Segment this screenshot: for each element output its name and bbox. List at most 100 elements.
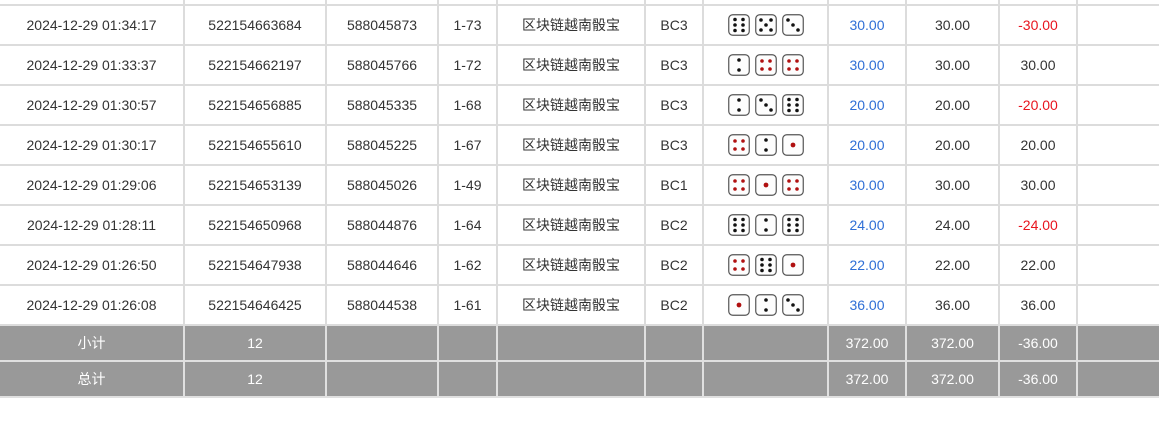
table-row: 2024-12-29 01:29:06 522154653139 588045026… <box>0 164 1159 206</box>
valid-amount: 20.00 <box>905 84 1000 126</box>
table-name: BC3 <box>644 4 704 46</box>
die-4-icon <box>727 134 750 156</box>
issue-number: 1-72 <box>437 44 498 86</box>
die-6-icon <box>727 214 750 236</box>
issue-number: 1-73 <box>437 4 498 46</box>
order-number: 522154655610 <box>183 124 327 166</box>
dice-result <box>702 164 829 206</box>
win-loss: 22.00 <box>998 244 1078 286</box>
table-name: BC2 <box>644 284 704 326</box>
table-name: BC3 <box>644 84 704 126</box>
subtotal-count: 12 <box>183 324 327 362</box>
bet-amount: 30.00 <box>827 4 907 46</box>
bet-id: 588045225 <box>325 124 439 166</box>
dice-result <box>702 44 829 86</box>
die-4-icon <box>754 54 777 76</box>
issue-number: 1-67 <box>437 124 498 166</box>
die-3-icon <box>754 94 777 116</box>
valid-amount: 30.00 <box>905 164 1000 206</box>
total-valid: 372.00 <box>905 360 1000 398</box>
die-6-icon <box>727 14 750 36</box>
die-1-icon <box>781 254 804 276</box>
game-name: 区块链越南骰宝 <box>496 84 646 126</box>
win-loss: -20.00 <box>998 84 1078 126</box>
die-4-icon <box>727 174 750 196</box>
bet-id: 588044876 <box>325 204 439 246</box>
bet-time: 2024-12-29 01:28:11 <box>0 204 185 246</box>
bet-time: 2024-12-29 01:29:06 <box>0 164 185 206</box>
table-name: BC3 <box>644 124 704 166</box>
bet-amount: 30.00 <box>827 164 907 206</box>
bet-amount: 24.00 <box>827 204 907 246</box>
game-name: 区块链越南骰宝 <box>496 204 646 246</box>
die-2-icon <box>754 294 777 316</box>
bet-time: 2024-12-29 01:26:50 <box>0 244 185 286</box>
issue-number: 1-61 <box>437 284 498 326</box>
bet-amount: 20.00 <box>827 124 907 166</box>
subtotal-bet: 372.00 <box>827 324 907 362</box>
die-3-icon <box>781 14 804 36</box>
valid-amount: 30.00 <box>905 4 1000 46</box>
game-name: 区块链越南骰宝 <box>496 44 646 86</box>
bet-time: 2024-12-29 01:26:08 <box>0 284 185 326</box>
game-name: 区块链越南骰宝 <box>496 284 646 326</box>
subtotal-row: 小计 12 372.00 372.00 -36.00 <box>0 324 1159 362</box>
valid-amount: 22.00 <box>905 244 1000 286</box>
die-4-icon <box>727 254 750 276</box>
dice-result <box>702 124 829 166</box>
subtotal-valid: 372.00 <box>905 324 1000 362</box>
table-row-partial <box>0 0 1159 6</box>
die-2-icon <box>754 134 777 156</box>
game-name: 区块链越南骰宝 <box>496 164 646 206</box>
table-name: BC1 <box>644 164 704 206</box>
bet-id: 588045335 <box>325 84 439 126</box>
bet-time: 2024-12-29 01:30:17 <box>0 124 185 166</box>
subtotal-win: -36.00 <box>998 324 1078 362</box>
valid-amount: 24.00 <box>905 204 1000 246</box>
valid-amount: 20.00 <box>905 124 1000 166</box>
die-6-icon <box>781 94 804 116</box>
bet-time: 2024-12-29 01:30:57 <box>0 84 185 126</box>
win-loss: -24.00 <box>998 204 1078 246</box>
die-1-icon <box>727 294 750 316</box>
win-loss: 20.00 <box>998 124 1078 166</box>
die-5-icon <box>754 14 777 36</box>
die-2-icon <box>754 214 777 236</box>
total-row: 总计 12 372.00 372.00 -36.00 <box>0 360 1159 398</box>
win-loss: -30.00 <box>998 4 1078 46</box>
table-row: 2024-12-29 01:30:57 522154656885 588045335… <box>0 84 1159 126</box>
table-row: 2024-12-29 01:26:50 522154647938 588044646… <box>0 244 1159 286</box>
die-1-icon <box>781 134 804 156</box>
bet-id: 588045026 <box>325 164 439 206</box>
total-count: 12 <box>183 360 327 398</box>
bet-id: 588044646 <box>325 244 439 286</box>
win-loss: 30.00 <box>998 164 1078 206</box>
dice-result <box>702 4 829 46</box>
total-bet: 372.00 <box>827 360 907 398</box>
game-name: 区块链越南骰宝 <box>496 124 646 166</box>
dice-result <box>702 284 829 326</box>
dice-result <box>702 204 829 246</box>
win-loss: 36.00 <box>998 284 1078 326</box>
order-number: 522154656885 <box>183 84 327 126</box>
table-row: 2024-12-29 01:26:08 522154646425 588044538… <box>0 284 1159 326</box>
dice-result <box>702 84 829 126</box>
bet-amount: 20.00 <box>827 84 907 126</box>
valid-amount: 30.00 <box>905 44 1000 86</box>
order-number: 522154663684 <box>183 4 327 46</box>
table-row: 2024-12-29 01:30:17 522154655610 588045225… <box>0 124 1159 166</box>
die-4-icon <box>781 54 804 76</box>
issue-number: 1-49 <box>437 164 498 206</box>
bet-amount: 22.00 <box>827 244 907 286</box>
order-number: 522154647938 <box>183 244 327 286</box>
total-label: 总计 <box>0 360 185 398</box>
die-4-icon <box>781 174 804 196</box>
dice-result <box>702 244 829 286</box>
bet-amount: 36.00 <box>827 284 907 326</box>
order-number: 522154650968 <box>183 204 327 246</box>
order-number: 522154646425 <box>183 284 327 326</box>
table-name: BC2 <box>644 244 704 286</box>
valid-amount: 36.00 <box>905 284 1000 326</box>
bet-id: 588045873 <box>325 4 439 46</box>
bet-records-table: 2024-12-29 01:34:17 522154663684 588045873… <box>0 0 1159 398</box>
